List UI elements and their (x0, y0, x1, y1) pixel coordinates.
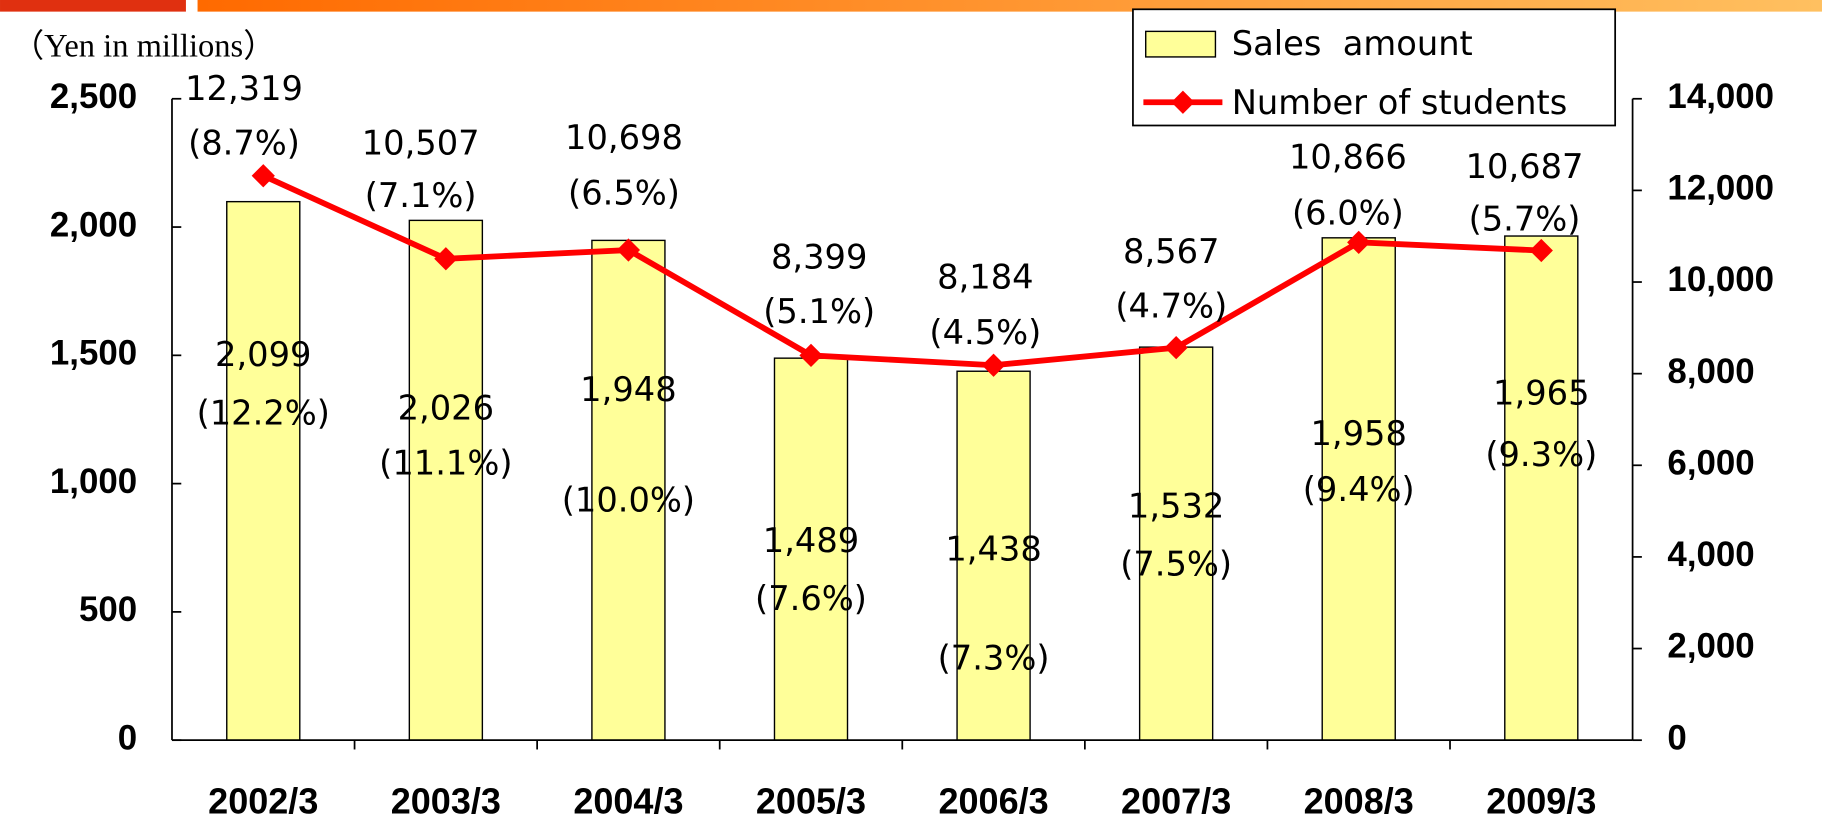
marker (799, 343, 823, 367)
data-label: 12,319 (185, 69, 303, 108)
y-tick-label: 1,500 (50, 334, 137, 373)
x-tick-label: 2008/3 (1304, 781, 1414, 822)
data-label: 10,687 (1466, 147, 1584, 186)
data-label: 8,399 (771, 238, 867, 277)
unit-label: （Yen in millions） (12, 28, 276, 64)
share-label: (7.1%) (365, 176, 477, 215)
x-tick-label: 2009/3 (1486, 781, 1596, 822)
x-tick-label: 2004/3 (573, 781, 683, 822)
legend-swatch (1145, 30, 1217, 58)
x-tick-label: 2006/3 (938, 781, 1048, 822)
y-tick-label: 2,500 (50, 77, 137, 116)
marker (1529, 238, 1553, 263)
data-label: 2,026 (398, 389, 494, 428)
x-tick-label: 2007/3 (1121, 781, 1231, 822)
share-label: (6.0%) (1292, 193, 1404, 232)
y2-tick-label: 0 (1667, 718, 1686, 757)
share-label: (6.5%) (568, 174, 680, 213)
data-label: 8,567 (1123, 232, 1219, 271)
data-label: 1,438 (945, 529, 1041, 568)
bar (956, 370, 1031, 741)
share-label: (4.5%) (929, 313, 1041, 352)
bar (1504, 235, 1579, 741)
share-label: (5.1%) (763, 292, 875, 331)
y-tick-label: 2,000 (50, 205, 137, 244)
share-label: (5.7%) (1469, 199, 1581, 238)
share-label: (7.6%) (755, 579, 867, 618)
logo (0, 0, 186, 12)
data-label: 1,965 (1493, 374, 1589, 413)
data-label: 2,099 (215, 335, 311, 374)
share-label: (7.3%) (938, 639, 1050, 678)
share-label: (11.1%) (379, 443, 512, 482)
header-strip (197, 0, 1822, 12)
data-label: 1,532 (1128, 486, 1224, 525)
y2-tick-label: 12,000 (1667, 169, 1774, 208)
y2-tick-label: 8,000 (1667, 352, 1754, 391)
y-tick-label: 1,000 (50, 462, 137, 501)
data-label: 10,507 (362, 124, 480, 163)
legend-label: Sales amount (1232, 24, 1473, 63)
bar (408, 219, 484, 741)
bar (591, 239, 666, 741)
y2-tick-label: 4,000 (1667, 535, 1754, 574)
bar (226, 200, 301, 741)
share-label: (9.3%) (1485, 435, 1597, 474)
x-tick-label: 2003/3 (391, 781, 501, 822)
x-tick-label: 2005/3 (756, 781, 866, 822)
legend: Sales amount Number of students (1132, 8, 1617, 127)
share-label: (8.7%) (188, 124, 300, 163)
y-tick-label: 0 (118, 718, 137, 757)
y2-tick-label: 2,000 (1667, 627, 1754, 666)
marker (616, 238, 641, 262)
share-label: (7.5%) (1120, 544, 1232, 583)
share-label: (10.0%) (562, 480, 695, 519)
bar (1321, 237, 1396, 741)
x-tick-label: 2002/3 (208, 781, 318, 822)
y2-tick-label: 10,000 (1667, 260, 1774, 299)
data-label: 10,866 (1289, 138, 1407, 177)
share-label: (12.2%) (197, 393, 330, 432)
share-label: (4.7%) (1115, 286, 1227, 325)
share-label: (9.4%) (1303, 470, 1415, 509)
data-label: 1,958 (1310, 414, 1406, 453)
y2-tick-label: 14,000 (1667, 77, 1774, 116)
bar (773, 357, 849, 741)
marker (251, 164, 275, 188)
legend-box (1132, 8, 1617, 127)
data-label: 1,489 (763, 521, 859, 560)
y-tick-label: 500 (79, 590, 137, 629)
data-label: 8,184 (937, 257, 1033, 296)
data-label: 10,698 (565, 118, 683, 157)
line (262, 173, 1542, 369)
marker (1164, 336, 1188, 360)
data-label: 1,948 (580, 370, 676, 409)
y2-tick-label: 6,000 (1667, 443, 1754, 482)
legend-label: Number of students (1232, 83, 1568, 122)
